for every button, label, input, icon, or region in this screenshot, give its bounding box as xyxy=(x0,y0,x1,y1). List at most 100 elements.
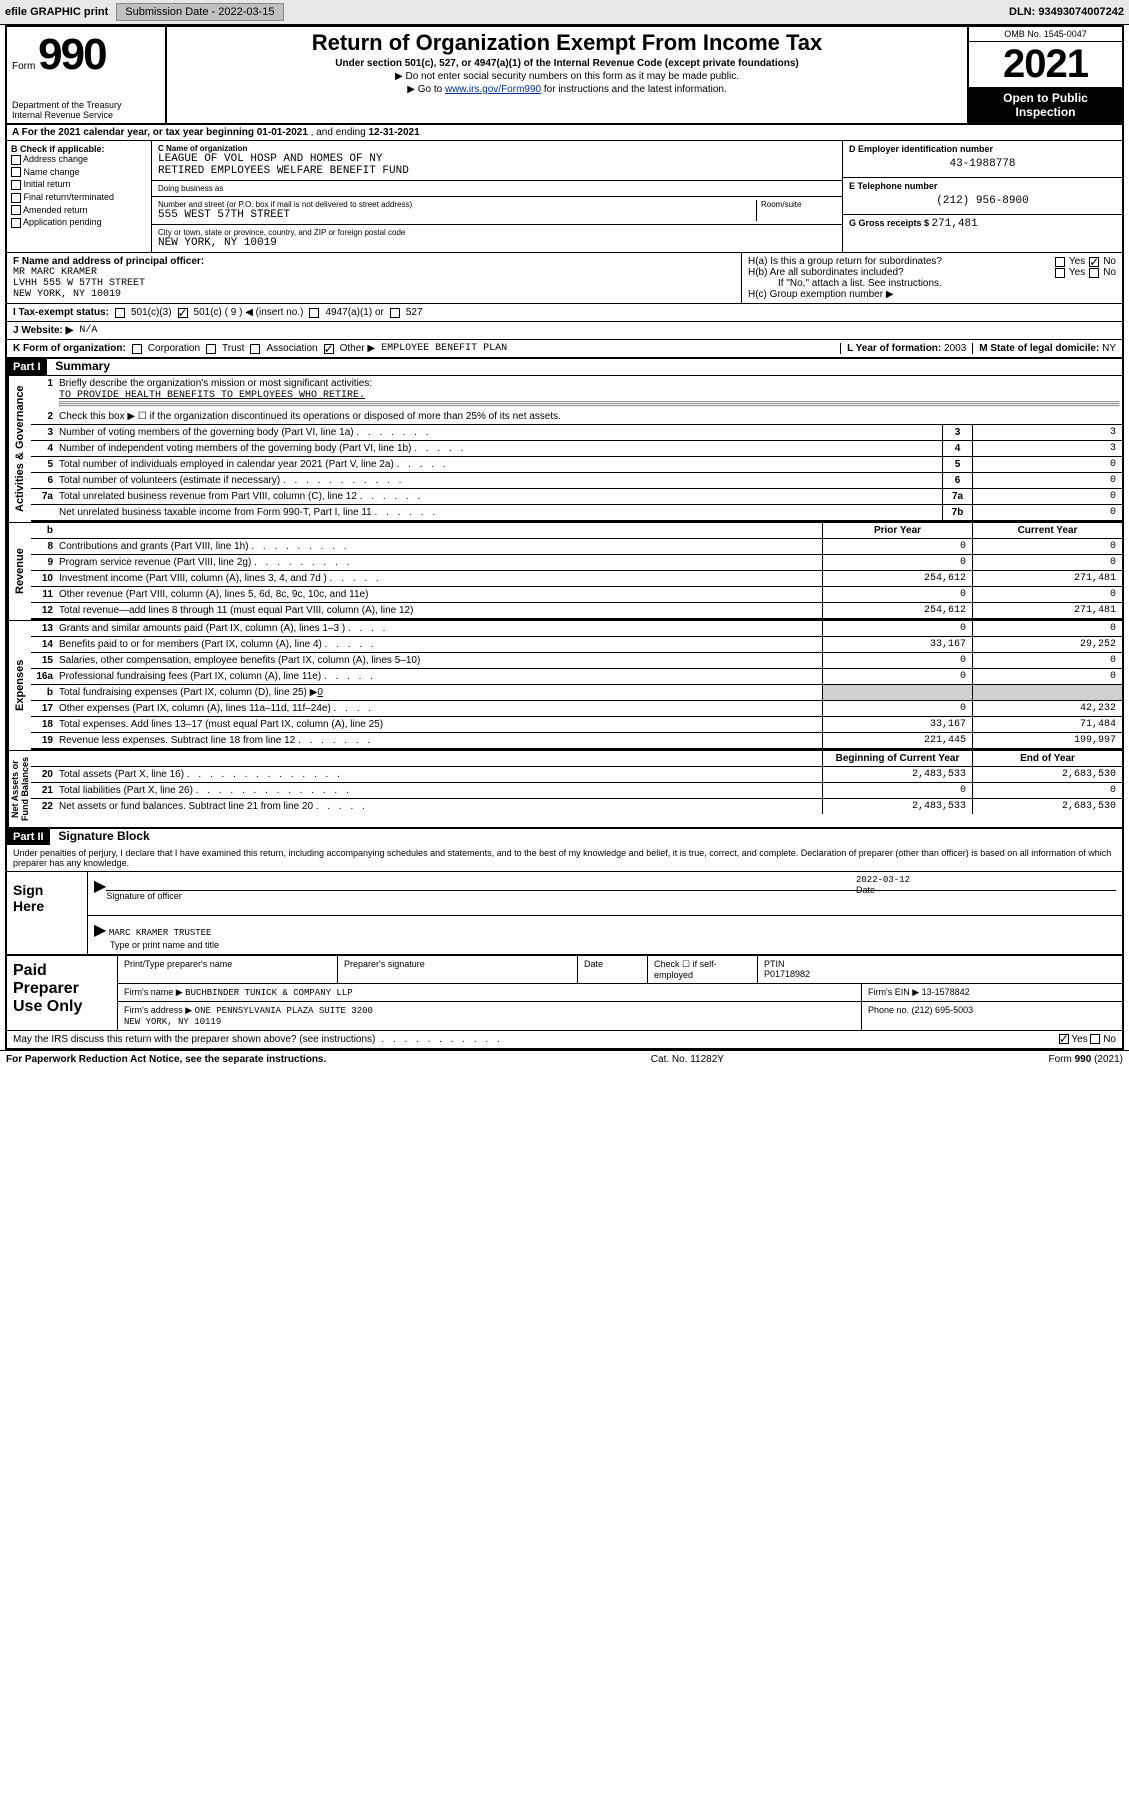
v7a: 0 xyxy=(972,489,1122,504)
p14: 33,167 xyxy=(822,637,972,652)
form-sub3: ▶ Go to www.irs.gov/Form990 for instruct… xyxy=(170,84,964,95)
g-label: G Gross receipts $ xyxy=(849,218,932,228)
l16bt: Total fundraising expenses (Part IX, col… xyxy=(59,687,317,698)
p11: 0 xyxy=(822,587,972,602)
ha-yes[interactable] xyxy=(1055,257,1065,267)
side-ag: Activities & Governance xyxy=(7,376,31,522)
paid-block: Paid Preparer Use Only Print/Type prepar… xyxy=(7,954,1122,1030)
b3: Final return/terminated xyxy=(24,192,115,202)
hb-yes[interactable] xyxy=(1055,268,1065,278)
p16a: 0 xyxy=(822,669,972,684)
firmphone-label: Phone no. xyxy=(868,1005,912,1015)
v7b: 0 xyxy=(972,505,1122,520)
pc1: Print/Type preparer's name xyxy=(118,956,338,983)
dept: Department of the Treasury Internal Reve… xyxy=(12,100,160,120)
l19t: Revenue less expenses. Subtract line 18 … xyxy=(59,735,295,746)
c18: 71,484 xyxy=(972,717,1122,732)
domicile: NY xyxy=(1102,343,1116,354)
hb-no[interactable] xyxy=(1089,268,1099,278)
part2-header: Part II Signature Block xyxy=(7,827,1122,845)
box-d: D Employer identification number 43-1988… xyxy=(843,141,1122,178)
firm-ein: 13-1578842 xyxy=(922,987,970,997)
box-g: G Gross receipts $ 271,481 xyxy=(843,215,1122,233)
officer: MR MARC KRAMER LVHH 555 W 57TH STREET NE… xyxy=(13,267,735,300)
io1: 501(c)(3) xyxy=(131,307,172,318)
officer-name: MARC KRAMER TRUSTEE xyxy=(109,928,212,938)
k-other[interactable] xyxy=(324,344,334,354)
c12: 271,481 xyxy=(972,603,1122,618)
sig-label: Signature of officer xyxy=(106,891,181,901)
ko3: Association xyxy=(266,343,317,354)
date-label: Date xyxy=(856,885,875,895)
sign-here-label: Sign Here xyxy=(7,872,87,954)
i-4947[interactable] xyxy=(309,308,319,318)
k-corp[interactable] xyxy=(132,344,142,354)
i-label: I Tax-exempt status: xyxy=(13,307,109,318)
p18: 33,167 xyxy=(822,717,972,732)
c9: 0 xyxy=(972,555,1122,570)
tax-year: 2021 xyxy=(969,42,1122,87)
discuss-no[interactable] xyxy=(1090,1034,1100,1044)
p9: 0 xyxy=(822,555,972,570)
l7at: Total unrelated business revenue from Pa… xyxy=(59,491,357,502)
dln-val: 93493074007242 xyxy=(1038,6,1124,18)
part2-tag: Part II xyxy=(7,829,50,845)
box-l: L Year of formation: 2003 xyxy=(840,343,966,354)
box-c-addr: Number and street (or P.O. box if mail i… xyxy=(152,197,842,225)
addr-label: Number and street (or P.O. box if mail i… xyxy=(158,200,756,209)
k-trust[interactable] xyxy=(206,344,216,354)
chk-address[interactable]: Address change xyxy=(11,154,147,165)
arrow-icon-2: ▶ xyxy=(94,922,106,939)
l5t: Total number of individuals employed in … xyxy=(59,459,394,470)
c16b xyxy=(972,685,1122,700)
sub3-post: for instructions and the latest informat… xyxy=(541,84,727,95)
l12t: Total revenue—add lines 8 through 11 (mu… xyxy=(59,605,413,616)
chk-initial[interactable]: Initial return xyxy=(11,179,147,190)
website: N/A xyxy=(79,325,97,336)
chk-name[interactable]: Name change xyxy=(11,167,147,178)
footer-left: For Paperwork Reduction Act Notice, see … xyxy=(6,1054,326,1065)
l1-label: Briefly describe the organization's miss… xyxy=(59,378,372,389)
phone: (212) 956-8900 xyxy=(849,191,1116,211)
no1: No xyxy=(1103,256,1116,267)
f-label: F Name and address of principal officer: xyxy=(13,256,204,267)
ha-no[interactable] xyxy=(1089,257,1099,267)
p10: 254,612 xyxy=(822,571,972,586)
rowA-pre: A For the 2021 calendar year, or tax yea… xyxy=(12,127,257,138)
sub3-pre: ▶ Go to xyxy=(407,84,445,95)
subdate-box: Submission Date - 2022-03-15 xyxy=(116,3,283,21)
ko1: Corporation xyxy=(148,343,200,354)
i-527[interactable] xyxy=(390,308,400,318)
side-na: Net Assets or Fund Balances xyxy=(7,751,31,827)
i-501c3[interactable] xyxy=(115,308,125,318)
io2: 501(c) ( 9 ) ◀ (insert no.) xyxy=(194,307,304,318)
c14: 29,252 xyxy=(972,637,1122,652)
b2: Initial return xyxy=(24,179,71,189)
p13: 0 xyxy=(822,621,972,636)
c21: 0 xyxy=(972,783,1122,798)
declaration: Under penalties of perjury, I declare th… xyxy=(7,845,1122,871)
p8: 0 xyxy=(822,539,972,554)
c8: 0 xyxy=(972,539,1122,554)
c11: 0 xyxy=(972,587,1122,602)
firm-phone: (212) 695-5003 xyxy=(912,1005,974,1015)
b5: Application pending xyxy=(23,217,102,227)
discuss-yes[interactable] xyxy=(1059,1034,1069,1044)
row-i: I Tax-exempt status: 501(c)(3) 501(c) ( … xyxy=(7,303,1122,321)
c17: 42,232 xyxy=(972,701,1122,716)
l18t: Total expenses. Add lines 13–17 (must eq… xyxy=(59,719,383,730)
chk-amended[interactable]: Amended return xyxy=(11,205,147,216)
v5: 0 xyxy=(972,457,1122,472)
ptin: P01718982 xyxy=(764,969,810,979)
l13t: Grants and similar amounts paid (Part IX… xyxy=(59,623,345,634)
ko2: Trust xyxy=(222,343,244,354)
k-assoc[interactable] xyxy=(250,344,260,354)
box-f: F Name and address of principal officer:… xyxy=(7,253,742,303)
chk-final[interactable]: Final return/terminated xyxy=(11,192,147,203)
irs-link[interactable]: www.irs.gov/Form990 xyxy=(445,84,541,95)
row-a: A For the 2021 calendar year, or tax yea… xyxy=(7,125,1122,141)
hdr-prior: Prior Year xyxy=(822,523,972,538)
chk-pending[interactable]: Application pending xyxy=(11,217,147,228)
i-501c[interactable] xyxy=(178,308,188,318)
line1: Briefly describe the organization's miss… xyxy=(57,376,1122,409)
